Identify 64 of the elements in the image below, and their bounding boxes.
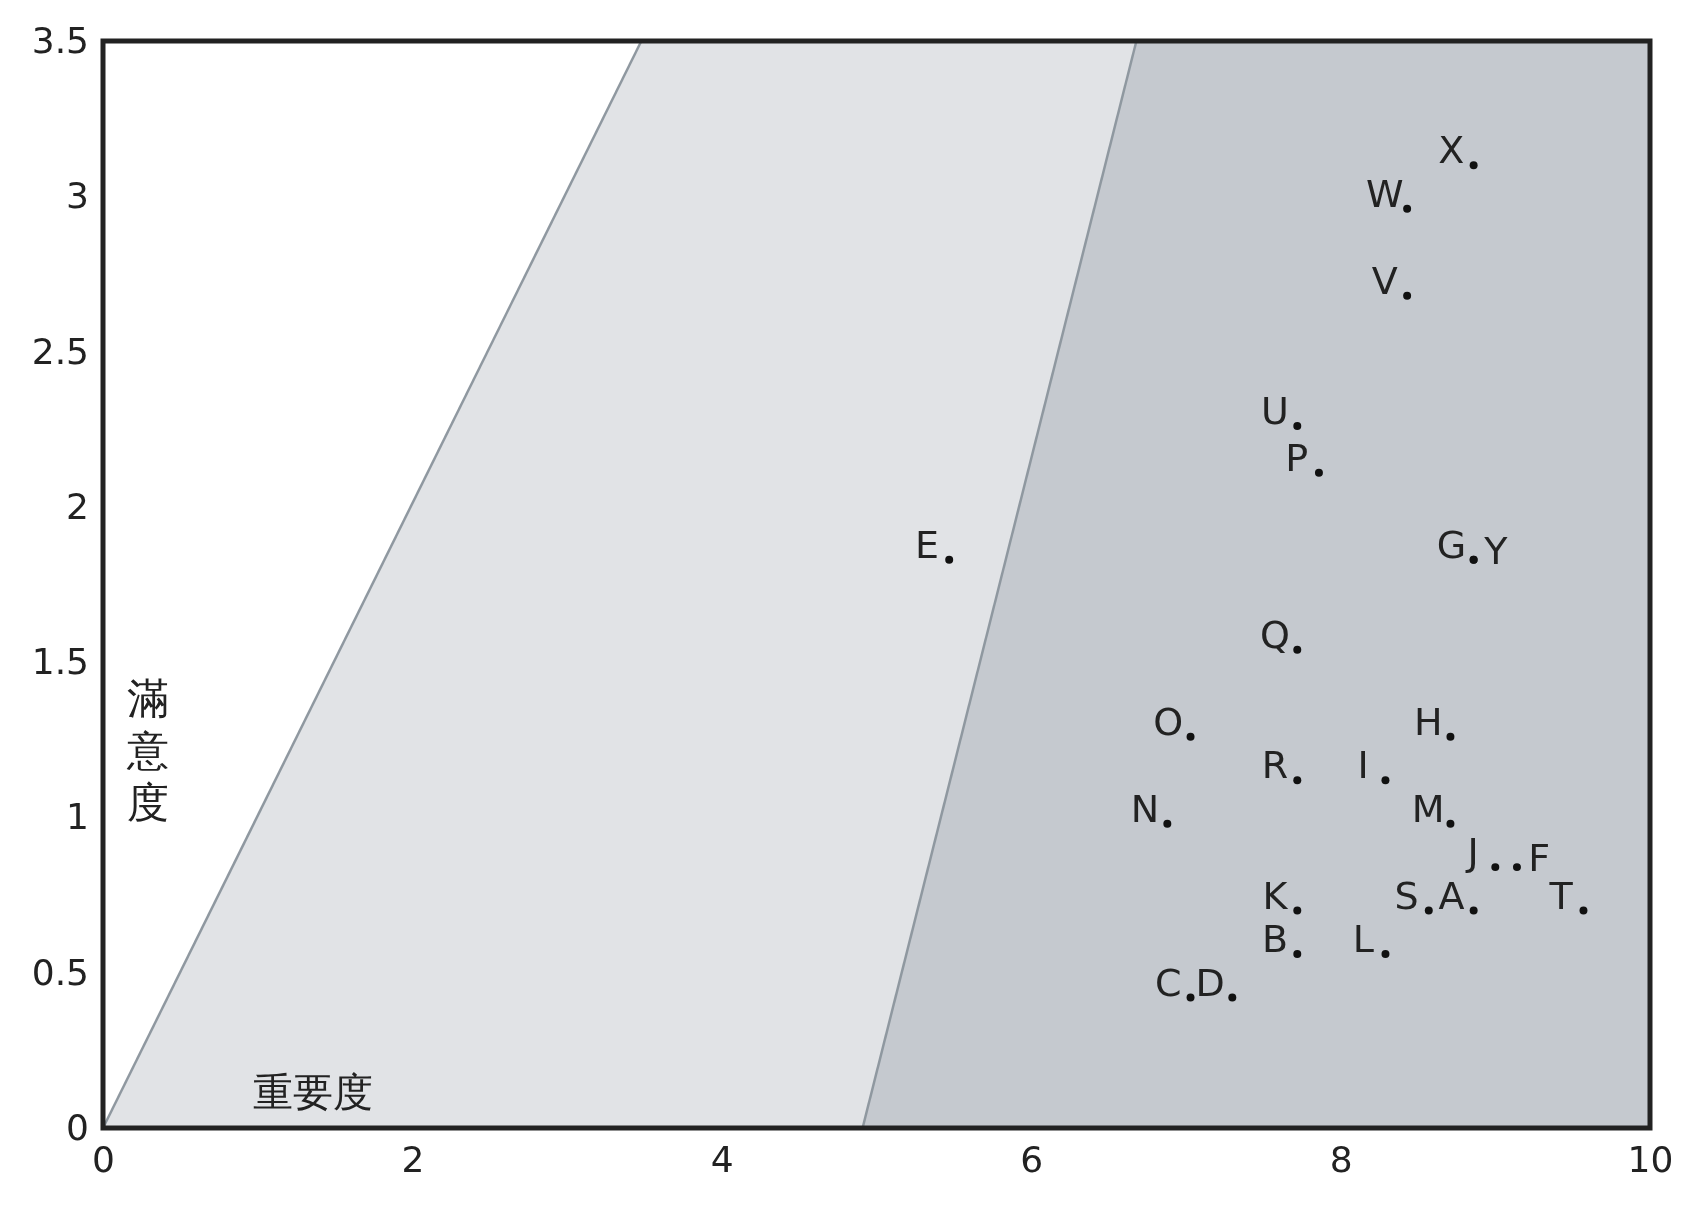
annotation: A (1438, 873, 1465, 918)
point (1163, 819, 1172, 828)
x-tick-label: 2 (401, 1138, 425, 1180)
annotation: L (1352, 917, 1374, 962)
point (1314, 468, 1323, 477)
point (1186, 993, 1195, 1002)
annotation: R (1261, 743, 1289, 788)
y-tick-label: 0 (66, 1107, 89, 1149)
y-tick-label: 1.5 (31, 641, 89, 683)
annotation: T (1548, 873, 1574, 918)
point (1424, 906, 1433, 915)
point (1446, 732, 1455, 741)
x-tick-label: 6 (1020, 1138, 1044, 1180)
x-tick-label: 4 (710, 1138, 734, 1180)
annotation: W (1366, 171, 1404, 216)
annotation: B (1261, 917, 1289, 962)
annotation: O (1153, 699, 1184, 744)
y-axis-title: 滿意度 (126, 674, 169, 827)
point (1381, 776, 1390, 785)
point (1293, 645, 1302, 654)
y-tick-label: 2 (66, 485, 89, 527)
annotation: X (1438, 128, 1465, 173)
point (945, 555, 954, 564)
point (1491, 863, 1500, 872)
y-tick-label: 0.5 (31, 951, 89, 993)
x-tick-label: 10 (1627, 1138, 1674, 1180)
point (1403, 291, 1412, 300)
x-axis-title: 重要度 (253, 1069, 373, 1115)
annotation: S (1394, 873, 1419, 918)
point (1293, 950, 1302, 959)
point (1469, 161, 1478, 170)
y-tick-label: 1 (66, 796, 89, 838)
point (1512, 863, 1521, 872)
annotation: H (1413, 699, 1443, 744)
annotation: D (1195, 960, 1225, 1005)
annotation: Q (1260, 612, 1290, 657)
y-tick-label: 3.5 (31, 20, 89, 62)
annotation: Y (1483, 528, 1509, 573)
annotation: K (1262, 873, 1289, 918)
annotation: N (1130, 786, 1160, 831)
y-tick-label: 2.5 (31, 330, 89, 372)
x-tick-label: 8 (1329, 1138, 1353, 1180)
point (1228, 993, 1237, 1002)
point (1579, 906, 1588, 915)
annotation: P (1285, 435, 1309, 480)
annotation: C (1155, 960, 1182, 1005)
point (1381, 950, 1390, 959)
point (1469, 906, 1478, 915)
point (1403, 204, 1412, 213)
annotation: G (1436, 522, 1467, 567)
annotation: J (1465, 830, 1479, 875)
point (1293, 422, 1302, 431)
annotation: M (1411, 786, 1445, 831)
x-tick-label: 0 (92, 1138, 115, 1180)
annotation: I (1357, 743, 1369, 788)
annotation: E (914, 522, 939, 567)
point (1446, 819, 1455, 828)
point (1293, 906, 1302, 915)
point (1186, 732, 1195, 741)
annotation: U (1261, 389, 1289, 434)
annotation: F (1528, 836, 1551, 881)
y-tick-label: 3 (66, 175, 89, 217)
annotation: V (1371, 258, 1398, 303)
point (1293, 776, 1302, 785)
